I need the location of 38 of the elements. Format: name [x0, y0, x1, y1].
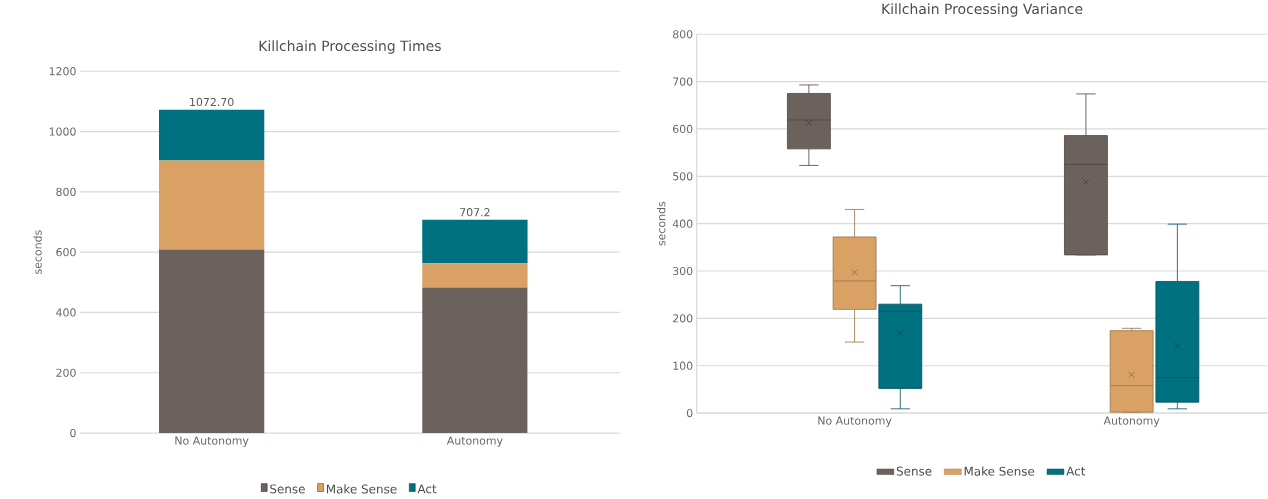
bar: [158, 249, 265, 434]
y-tick-label: 0: [686, 409, 693, 418]
total-label: 1072.70: [190, 97, 234, 107]
y-tick-label: 100: [673, 361, 693, 370]
y-tick-label: 200: [673, 314, 693, 323]
y-tick-label: 800: [673, 30, 693, 39]
bar: [422, 287, 528, 434]
total-label: 707.2: [460, 208, 490, 217]
y-tick-label: 1200: [49, 67, 76, 76]
legend-label: Act: [417, 484, 437, 494]
y-tick-label: 400: [56, 308, 76, 317]
legend-label: Make Sense: [326, 484, 397, 494]
y-axis-title: seconds: [33, 230, 42, 275]
y-tick-label: 600: [56, 248, 76, 257]
legend-label: Make Sense: [964, 466, 1035, 476]
y-tick-label: 700: [673, 77, 693, 86]
y-tick-label: 400: [672, 219, 693, 228]
x-tick-label: No Autonomy: [175, 436, 249, 447]
y-tick-label: 800: [56, 187, 76, 197]
bar: [422, 263, 528, 288]
y-tick-label: 300: [673, 266, 693, 276]
y-tick-label: 600: [673, 124, 693, 134]
y-tick-label: 1000: [49, 127, 76, 136]
y-axis-title: seconds: [656, 201, 666, 246]
x-tick-label: No Autonomy: [818, 416, 892, 427]
legend-label: Sense: [270, 484, 305, 494]
bar: [158, 109, 265, 161]
legend-label: Sense: [896, 466, 932, 476]
bar: [422, 219, 528, 264]
chart-title: Killchain Processing Variance: [882, 3, 1083, 17]
y-tick-label: 200: [56, 368, 76, 377]
x-tick-label: Autonomy: [1103, 416, 1160, 427]
chart-title: Killchain Processing Times: [259, 40, 441, 54]
y-tick-label: 500: [673, 172, 693, 181]
legend-label: Act: [1066, 466, 1086, 476]
x-tick-label: Autonomy: [446, 436, 503, 447]
y-tick-label: 0: [70, 429, 76, 438]
bar: [158, 160, 265, 250]
